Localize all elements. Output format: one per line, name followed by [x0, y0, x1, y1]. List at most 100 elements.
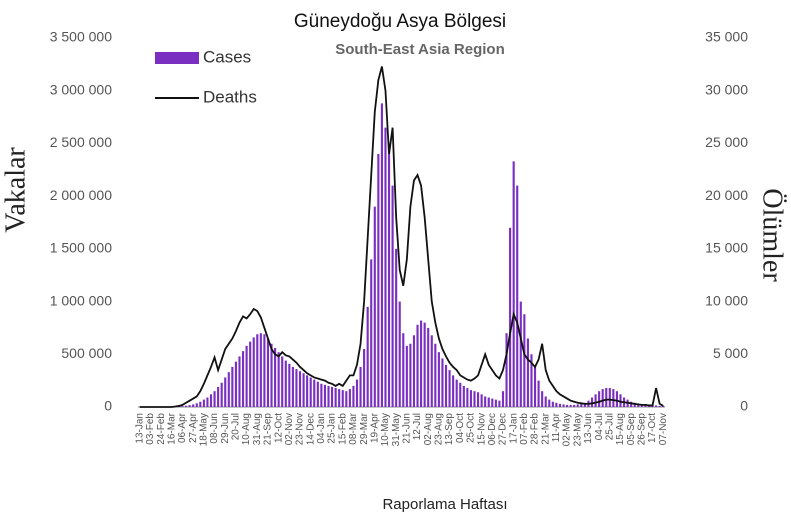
- y2-tick-label: 0: [740, 398, 748, 414]
- bar: [352, 385, 355, 407]
- bar: [245, 345, 248, 407]
- bar: [284, 360, 287, 407]
- y-tick-label: 500 000: [61, 345, 112, 361]
- x-tick-label: 12-Jul: [412, 413, 423, 440]
- bar: [192, 404, 195, 407]
- bar: [202, 399, 205, 407]
- chart-subtitle: South-East Asia Region: [335, 41, 504, 58]
- bar: [526, 338, 529, 407]
- bar: [633, 402, 636, 407]
- bar: [338, 389, 341, 407]
- x-tick-label: 08-Mar: [348, 412, 359, 444]
- bar: [501, 391, 505, 407]
- bar: [594, 394, 597, 407]
- bar: [516, 185, 519, 407]
- bar: [298, 371, 302, 407]
- bar: [387, 143, 391, 407]
- x-axis-label: Raporlama Haftası: [382, 496, 507, 513]
- bar: [199, 401, 202, 407]
- x-tick-label: 20-Jul: [231, 413, 242, 440]
- x-tick-label: 29-Mar: [359, 412, 370, 444]
- bar: [291, 366, 294, 407]
- y2-tick-label: 35 000: [705, 29, 748, 45]
- x-tick-label: 06-Dec: [487, 413, 498, 445]
- bar: [473, 391, 476, 407]
- bar: [562, 404, 565, 407]
- bar: [484, 396, 487, 407]
- bar: [295, 369, 298, 407]
- bar: [612, 389, 615, 407]
- bar: [316, 381, 319, 407]
- y-tick-label: 1 500 000: [50, 240, 112, 256]
- bar: [277, 352, 280, 407]
- bar: [509, 227, 512, 407]
- bar: [476, 392, 480, 407]
- x-tick-label: 02-Nov: [284, 413, 295, 445]
- legend-swatch: [155, 52, 199, 64]
- y-tick-label: 2 500 000: [50, 134, 112, 150]
- bar: [320, 383, 323, 407]
- bar: [241, 351, 245, 407]
- bar: [306, 375, 309, 407]
- bar: [334, 388, 337, 407]
- x-tick-label: 10-May: [380, 413, 391, 446]
- bar: [537, 380, 540, 407]
- bar: [373, 206, 376, 407]
- x-tick-label: 07-Feb: [519, 413, 530, 445]
- x-tick-label: 26-Sep: [636, 413, 647, 446]
- bar: [263, 334, 266, 407]
- x-tick-label: 25-Jan: [327, 413, 338, 444]
- bar: [259, 333, 262, 407]
- x-tick-label: 27-Apr: [188, 412, 199, 443]
- x-tick-label: 03-Feb: [145, 413, 156, 445]
- x-tick-label: 23-May: [572, 413, 583, 446]
- x-tick-label: 14-Dec: [305, 413, 316, 445]
- bar: [491, 398, 494, 407]
- bar: [569, 404, 572, 407]
- bar: [209, 394, 213, 407]
- bar: [573, 404, 576, 407]
- bar: [213, 391, 216, 407]
- bar: [444, 364, 448, 407]
- bar: [391, 185, 394, 407]
- bar: [448, 370, 451, 407]
- bar: [487, 397, 490, 407]
- x-tick-label: 15-Feb: [337, 413, 348, 445]
- bar: [548, 399, 551, 407]
- bar: [427, 327, 430, 407]
- bar: [345, 391, 348, 407]
- bar: [395, 248, 398, 407]
- bar: [266, 338, 270, 407]
- bar: [583, 402, 586, 407]
- bar: [348, 389, 351, 407]
- y2-tick-label: 25 000: [705, 134, 748, 150]
- bar: [480, 394, 483, 407]
- bar: [601, 389, 604, 407]
- x-tick-label: 02-May: [562, 413, 573, 446]
- x-tick-label: 21-Sep: [263, 413, 274, 446]
- x-tick-label: 16-Mar: [166, 412, 177, 444]
- bar: [505, 333, 508, 407]
- x-tick-label: 12-Oct: [273, 413, 284, 443]
- bar: [327, 385, 330, 407]
- x-tick-label: 17-Jan: [508, 413, 519, 444]
- bar: [459, 382, 462, 407]
- bar: [469, 390, 473, 407]
- x-tick-label: 21-Jun: [401, 413, 412, 444]
- bar: [363, 349, 366, 407]
- bar: [234, 361, 237, 407]
- bar: [519, 301, 522, 407]
- bar: [533, 366, 537, 407]
- x-tick-label: 04-Jan: [316, 413, 327, 444]
- x-tick-label: 28-Feb: [530, 413, 541, 445]
- bar: [462, 385, 465, 407]
- bar: [512, 161, 515, 407]
- y-tick-label: 0: [104, 398, 112, 414]
- x-tick-label: 02-Aug: [423, 413, 434, 445]
- bar: [523, 314, 526, 407]
- bar: [430, 335, 433, 407]
- bar: [398, 301, 401, 407]
- bar: [366, 306, 369, 407]
- bar: [576, 404, 579, 407]
- bar: [409, 343, 412, 407]
